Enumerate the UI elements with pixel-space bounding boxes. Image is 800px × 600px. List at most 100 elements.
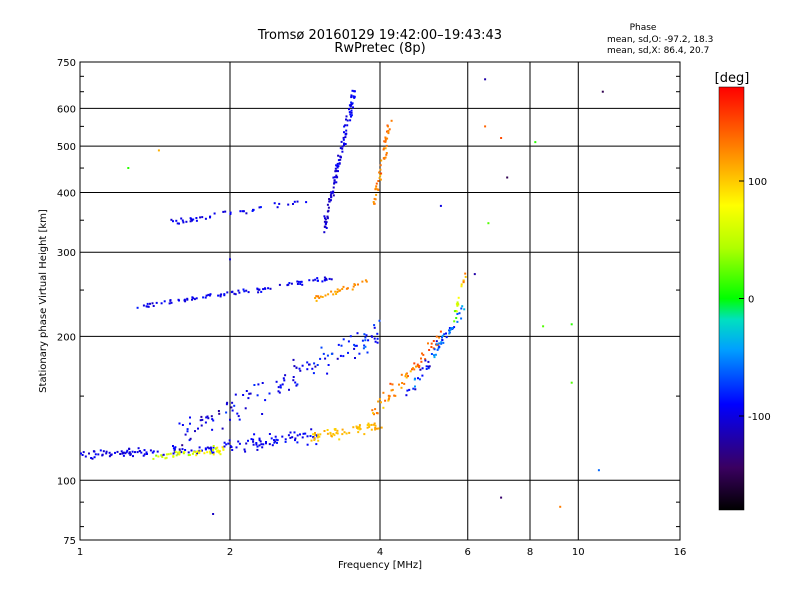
echo-point: [379, 174, 382, 177]
echo-point: [189, 220, 192, 223]
echo-point: [376, 332, 379, 335]
echo-point: [332, 190, 335, 193]
echo-point: [105, 450, 108, 453]
echo-point: [181, 424, 184, 426]
echo-point: [289, 431, 292, 434]
echo-point: [256, 287, 259, 290]
echo-point: [94, 453, 97, 456]
echo-point: [374, 340, 377, 343]
echo-point: [317, 433, 320, 436]
echo-point: [223, 445, 226, 448]
echo-point: [312, 436, 315, 438]
echo-point: [400, 386, 403, 389]
echo-point: [353, 96, 356, 99]
echo-point: [421, 374, 424, 377]
echo-point: [339, 158, 342, 161]
echo-point: [222, 448, 225, 451]
echo-point: [334, 290, 337, 293]
echo-point: [256, 445, 259, 448]
echo-point: [122, 454, 125, 457]
echo-point: [237, 440, 240, 443]
echo-point: [354, 284, 357, 286]
echo-point: [132, 455, 134, 458]
colorbar-tick-label: 0: [748, 295, 754, 306]
echo-point: [425, 368, 428, 370]
echo-point: [376, 341, 379, 344]
echo-point: [195, 454, 198, 457]
echo-point: [198, 451, 200, 454]
echo-point: [110, 453, 113, 456]
echo-point: [301, 436, 304, 439]
echo-point: [387, 132, 390, 135]
echo-point: [274, 435, 277, 438]
echo-point: [336, 432, 339, 435]
echo-point: [219, 453, 222, 456]
echo-point: [230, 406, 233, 409]
echo-point: [336, 429, 339, 432]
echo-point: [258, 437, 261, 440]
echo-point: [127, 167, 130, 169]
echo-point: [334, 170, 337, 173]
echo-point: [368, 424, 371, 427]
echo-point: [165, 456, 168, 459]
echo-point: [172, 455, 175, 458]
echo-point: [186, 428, 189, 431]
echo-point: [178, 448, 181, 451]
echo-point: [247, 397, 250, 400]
echo-point: [356, 332, 359, 335]
echo-point: [363, 433, 366, 436]
echo-point: [225, 411, 228, 414]
echo-point: [456, 304, 459, 307]
echo-point: [299, 433, 301, 436]
echo-point: [380, 172, 383, 175]
echo-point: [412, 367, 414, 370]
echo-point: [348, 111, 351, 114]
echo-point: [99, 449, 102, 452]
echo-point: [413, 362, 416, 365]
echo-point: [343, 131, 345, 134]
echo-point: [170, 218, 173, 221]
echo-point: [352, 426, 355, 429]
echo-point: [201, 418, 204, 421]
echo-point: [500, 496, 503, 499]
y-tick-label: 400: [57, 188, 76, 199]
echo-point: [311, 367, 314, 370]
echo-point: [456, 313, 459, 315]
echo-point: [323, 220, 326, 223]
echo-point: [155, 301, 158, 304]
echo-point: [174, 446, 177, 449]
echo-point: [217, 449, 220, 452]
echo-point: [338, 162, 341, 165]
echo-point: [361, 339, 364, 342]
echo-point: [234, 393, 237, 396]
echo-point: [257, 291, 260, 294]
echo-point: [129, 453, 132, 456]
echo-point: [327, 206, 330, 209]
echo-point: [278, 391, 281, 394]
echo-point: [453, 326, 456, 329]
echo-point: [370, 428, 373, 431]
echo-point: [419, 368, 422, 371]
echo-point: [145, 305, 148, 308]
echo-point: [312, 372, 315, 375]
echo-point: [193, 298, 196, 301]
echo-point: [350, 115, 352, 118]
echo-point: [136, 306, 139, 309]
echo-point: [291, 436, 294, 439]
echo-point: [330, 278, 333, 281]
x-tick-label: 8: [527, 547, 533, 558]
echo-point: [335, 174, 338, 177]
echo-point: [322, 352, 325, 355]
echo-point: [180, 217, 183, 220]
echo-point: [363, 344, 366, 347]
echo-point: [305, 201, 308, 204]
echo-point: [358, 428, 361, 431]
echo-point: [336, 288, 339, 291]
echo-point: [330, 352, 333, 355]
echo-point: [345, 129, 348, 132]
echo-point: [336, 357, 339, 360]
echo-point: [313, 436, 316, 439]
echo-point: [374, 188, 377, 191]
echo-point: [295, 366, 298, 369]
echo-point: [373, 337, 376, 340]
